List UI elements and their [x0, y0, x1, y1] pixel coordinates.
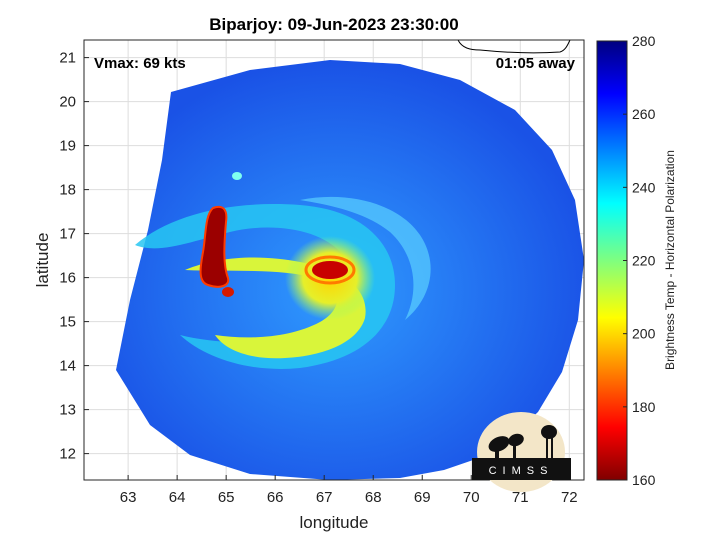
y-tick-label-3: 15: [59, 314, 76, 331]
x-tick-label-8: 71: [512, 489, 529, 506]
y-axis-label: latitude: [33, 233, 52, 288]
x-tick-label-5: 68: [365, 489, 382, 506]
x-tick-label-1: 64: [169, 489, 186, 506]
y-tick-label-4: 16: [59, 270, 76, 287]
eyewall-cold-cloud: [312, 261, 348, 279]
colorbar-tick-label-1: 180: [632, 399, 656, 415]
plot-area: 63 64 65 66 67 68 69 70 71 72 12 13 14 15 16 17 18 19 20 2…: [59, 39, 585, 506]
chart-title: Biparjoy: 09-Jun-2023 23:30:00: [209, 15, 458, 34]
rainband-yellow: [185, 257, 366, 359]
eyewall-halo: [304, 255, 356, 285]
cold-cloud-west-halo: [199, 205, 230, 288]
cold-cloud-west: [200, 206, 229, 287]
plot-frame: [83, 39, 585, 481]
y-tick-label-7: 19: [59, 138, 76, 155]
colorbar-gradient: [596, 40, 628, 481]
x-tick-label-6: 69: [414, 489, 431, 506]
colorbar-ticks: 160 180 200 220 240 260 280: [623, 33, 656, 488]
coastline: [457, 40, 571, 54]
time-offset-annotation: 01:05 away: [496, 55, 576, 72]
colorbar-label: Brightness Temp - Horizontal Polarizatio…: [663, 150, 677, 370]
x-ticks: 63 64 65 66 67 68 69 70 71 72: [120, 475, 578, 506]
x-tick-label-9: 72: [561, 489, 578, 506]
satellite-dish-icon: [488, 433, 524, 460]
colorbar-tick-label-5: 260: [632, 106, 656, 122]
y-tick-label-9: 21: [59, 50, 76, 67]
logo-band: [472, 458, 571, 480]
spiral-band-north: [300, 196, 431, 320]
y-tick-label-2: 14: [59, 358, 76, 375]
x-tick-label-0: 63: [120, 489, 137, 506]
x-axis-label: longitude: [299, 513, 368, 532]
cold-cell-south: [222, 287, 234, 297]
y-tick-label-8: 20: [59, 94, 76, 111]
y-tick-label-5: 17: [59, 226, 76, 243]
vmax-annotation: Vmax: 69 kts: [94, 55, 186, 72]
colorbar-tick-label-3: 220: [632, 253, 656, 269]
microwave-swath: [116, 40, 584, 480]
x-tick-label-2: 65: [218, 489, 235, 506]
y-tick-label-1: 13: [59, 402, 76, 419]
x-tick-label-4: 67: [316, 489, 333, 506]
cold-cell-north: [232, 172, 242, 180]
colorbar-tick-label-4: 240: [632, 179, 656, 195]
colorbar-tick-label-2: 200: [632, 326, 656, 342]
colorbar-tick-label-6: 280: [632, 33, 656, 49]
cimss-logo: CIMSS: [472, 412, 571, 492]
y-tick-label-0: 12: [59, 446, 76, 463]
colorbar-tick-label-0: 160: [632, 472, 656, 488]
x-tick-label-3: 66: [267, 489, 284, 506]
water-tower-icon: [541, 425, 557, 460]
x-tick-label-7: 70: [463, 489, 480, 506]
y-tick-label-6: 18: [59, 182, 76, 199]
logo-text: CIMSS: [489, 465, 554, 477]
y-ticks: 12 13 14 15 16 17 18 19 20 21: [59, 50, 89, 463]
colorbar: 160 180 200 220 240 260 280 Brightness Temp - …: [596, 33, 677, 488]
